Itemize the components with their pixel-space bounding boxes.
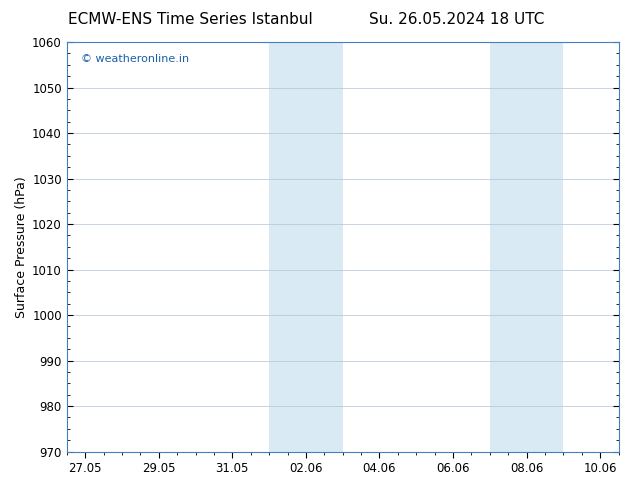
Bar (490, 42, 564, 452)
Text: ECMW-ENS Time Series Istanbul: ECMW-ENS Time Series Istanbul (68, 12, 313, 27)
Bar (269, 42, 343, 452)
Text: Su. 26.05.2024 18 UTC: Su. 26.05.2024 18 UTC (369, 12, 544, 27)
Text: © weatheronline.in: © weatheronline.in (81, 54, 189, 64)
Y-axis label: Surface Pressure (hPa): Surface Pressure (hPa) (15, 176, 28, 318)
